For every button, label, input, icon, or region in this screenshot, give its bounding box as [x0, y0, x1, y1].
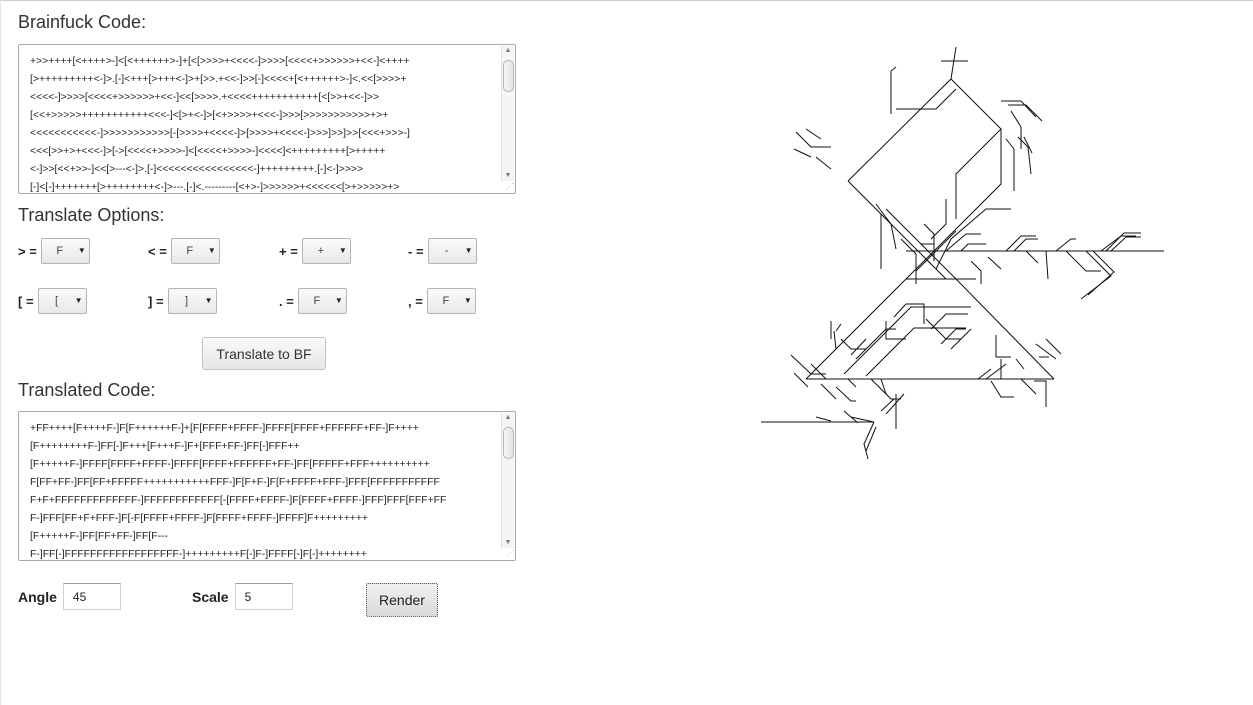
- translated-code-textarea[interactable]: +FF++++[F++++F-]F[F++++++F-]+[F[FFFF+FFF…: [18, 411, 516, 561]
- scroll-up-icon[interactable]: ▲: [504, 414, 512, 421]
- chevron-down-icon: ▼: [74, 296, 83, 305]
- option-open-bracket-value: [: [55, 295, 59, 307]
- option-minus-label: - =: [408, 243, 424, 259]
- angle-input[interactable]: [62, 583, 121, 610]
- option-open-bracket-select[interactable]: [▼: [37, 288, 87, 314]
- chevron-down-icon: ▼: [204, 296, 213, 305]
- chevron-down-icon: ▼: [207, 246, 216, 255]
- option-gt: > = F ▼: [18, 238, 90, 264]
- translated-heading: Translated Code:: [18, 380, 156, 400]
- render-button[interactable]: Render: [366, 583, 438, 617]
- option-gt-value: F: [56, 245, 64, 257]
- option-gt-select[interactable]: F ▼: [40, 238, 90, 264]
- brainfuck-heading: Brainfuck Code:: [18, 12, 147, 32]
- angle-field: Angle: [18, 583, 121, 610]
- option-close-bracket: ] = ] ▼: [148, 288, 217, 314]
- option-minus-value: -: [444, 245, 449, 257]
- option-lt-label: < =: [148, 243, 167, 259]
- angle-label: Angle: [18, 588, 57, 605]
- option-close-bracket-value: ]: [185, 295, 189, 307]
- turtle-render-canvas: [756, 39, 1176, 469]
- option-close-bracket-label: ] =: [148, 293, 164, 309]
- scale-field: Scale: [192, 583, 293, 610]
- resize-grip-icon[interactable]: ⋰: [506, 549, 514, 558]
- option-comma-label: , =: [408, 293, 423, 309]
- scroll-down-icon[interactable]: ▼: [504, 172, 512, 179]
- option-gt-label: > =: [18, 243, 37, 259]
- option-dot: . = F ▼: [279, 288, 347, 314]
- scale-input[interactable]: [234, 583, 293, 610]
- option-plus: + = + ▼: [279, 238, 351, 264]
- chevron-down-icon: ▼: [463, 296, 472, 305]
- option-dot-value: F: [313, 295, 321, 307]
- translate-button[interactable]: Translate to BF: [202, 337, 326, 370]
- option-lt: < = F ▼: [148, 238, 220, 264]
- option-comma-value: F: [442, 295, 450, 307]
- scale-label: Scale: [192, 588, 229, 605]
- chevron-down-icon: ▼: [77, 246, 86, 255]
- scroll-down-icon[interactable]: ▼: [504, 539, 512, 546]
- option-dot-select[interactable]: F ▼: [297, 288, 347, 314]
- scroll-up-icon[interactable]: ▲: [504, 47, 512, 54]
- options-heading: Translate Options:: [18, 205, 165, 225]
- brainfuck-code-textarea[interactable]: +>>++++[<++++>-]<[<++++++>-]+[<[>>>>+<<<…: [18, 44, 516, 194]
- resize-grip-icon[interactable]: ⋰: [506, 182, 514, 191]
- option-minus: - = - ▼: [408, 238, 477, 264]
- scroll-thumb[interactable]: [503, 60, 514, 92]
- scroll-thumb[interactable]: [503, 427, 514, 459]
- turtle-drawing: [761, 46, 1164, 460]
- option-open-bracket-label: [ =: [18, 293, 34, 309]
- option-plus-value: +: [317, 245, 325, 257]
- option-lt-value: F: [186, 245, 194, 257]
- option-lt-select[interactable]: F ▼: [170, 238, 220, 264]
- chevron-down-icon: ▼: [338, 246, 347, 255]
- option-close-bracket-select[interactable]: ] ▼: [167, 288, 217, 314]
- option-minus-select[interactable]: - ▼: [427, 238, 477, 264]
- option-comma-select[interactable]: F ▼: [426, 288, 476, 314]
- option-comma: , = F ▼: [408, 288, 476, 314]
- chevron-down-icon: ▼: [464, 246, 473, 255]
- chevron-down-icon: ▼: [334, 296, 343, 305]
- option-dot-label: . =: [279, 293, 294, 309]
- translated-scrollbar[interactable]: ▲ ▼: [501, 413, 514, 548]
- option-open-bracket: [ = [▼: [18, 288, 87, 314]
- option-plus-label: + =: [279, 243, 298, 259]
- brainfuck-code-text: +>>++++[<++++>-]<[<++++++>-]+[<[>>>>+<<<…: [30, 56, 410, 193]
- translated-code-text: +FF++++[F++++F-]F[F++++++F-]+[F[FFFF+FFF…: [30, 423, 447, 560]
- brainfuck-scrollbar[interactable]: ▲ ▼: [501, 46, 514, 181]
- option-plus-select[interactable]: + ▼: [301, 238, 351, 264]
